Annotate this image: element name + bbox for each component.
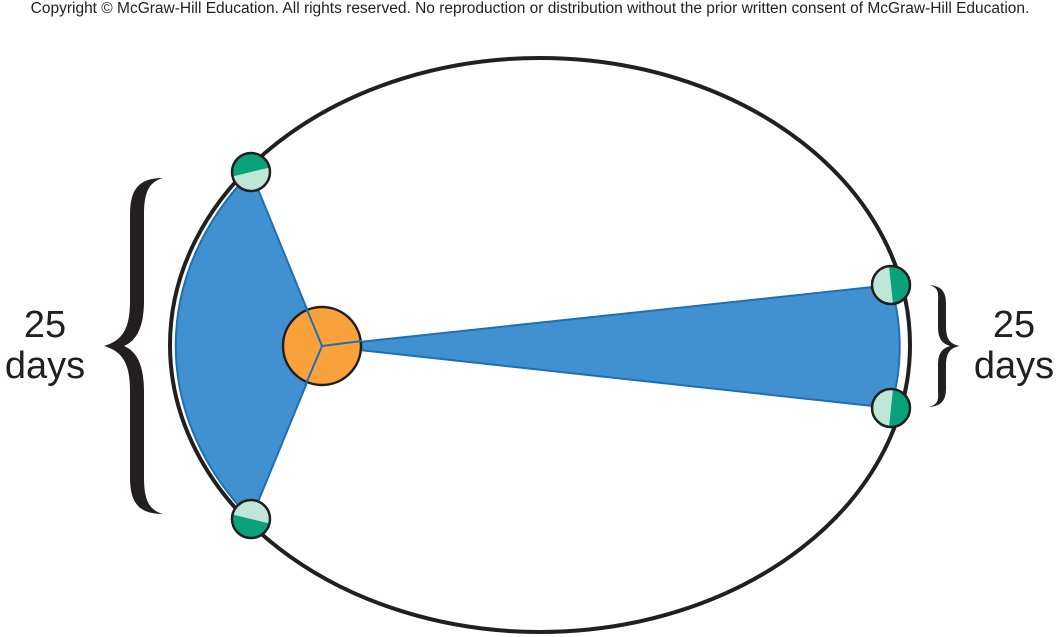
- left-label-number: 25: [24, 304, 66, 346]
- radius-line-top-left: [304, 304, 323, 347]
- left-brace: [104, 178, 163, 514]
- left-swept-area: [174, 170, 324, 521]
- planet-top-right: [870, 264, 912, 306]
- orbit-ellipse: [168, 56, 912, 634]
- planet-bottom-left: [230, 498, 272, 540]
- right-swept-area: [321, 283, 901, 410]
- right-label-unit: days: [974, 345, 1054, 387]
- planet-top-left: [230, 151, 272, 193]
- copyright-notice: Copyright © McGraw-Hill Education. All r…: [30, 0, 1030, 17]
- left-label-unit: days: [5, 345, 85, 387]
- planet-bottom-right: [870, 387, 912, 429]
- radius-line-bottom-left: [304, 345, 323, 387]
- right-brace: [929, 285, 960, 407]
- radius-line-right: [321, 340, 363, 347]
- right-label-number: 25: [993, 304, 1035, 346]
